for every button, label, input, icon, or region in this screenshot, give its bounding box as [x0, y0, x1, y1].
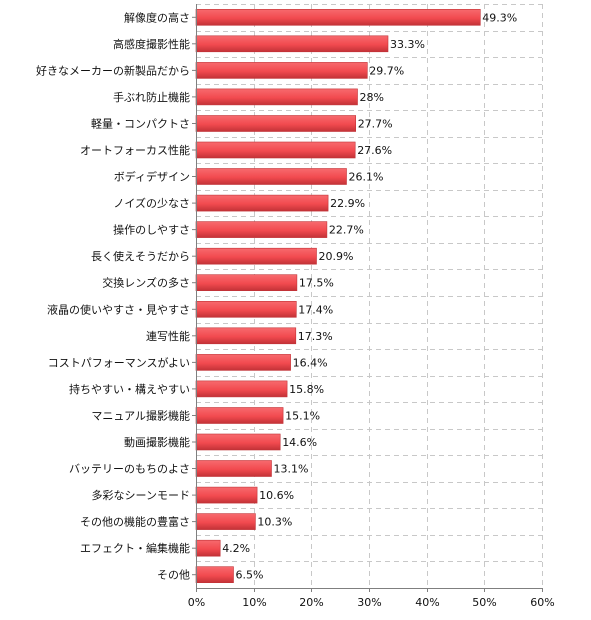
category-label: その他 — [157, 569, 190, 582]
x-tick-label: 10% — [242, 596, 266, 609]
value-label: 29.7% — [369, 64, 404, 77]
value-label: 22.7% — [329, 224, 364, 237]
value-label: 26.1% — [349, 171, 384, 184]
value-label: 17.5% — [299, 277, 334, 290]
value-label: 16.4% — [293, 356, 328, 369]
bar — [195, 300, 297, 318]
value-label: 27.7% — [358, 118, 393, 131]
value-label: 49.3% — [482, 11, 517, 24]
bars — [195, 9, 481, 584]
bar — [195, 539, 221, 557]
category-label: 多彩なシーンモード — [92, 488, 190, 502]
bar — [195, 35, 389, 53]
bar — [195, 486, 258, 504]
category-label: ノイズの少なさ — [113, 196, 190, 210]
category-label: 交換レンズの多さ — [102, 276, 190, 290]
value-label: 27.6% — [357, 144, 392, 157]
value-label: 20.9% — [319, 250, 354, 263]
x-tick-label: 60% — [530, 596, 554, 609]
value-labels: 49.3% 33.3% 29.7% 28% 27.7% 27.6% 26.1% 22.9% 22… — [222, 11, 517, 581]
value-label: 10.3% — [257, 516, 292, 529]
category-label: オートフォーカス性能 — [80, 143, 190, 157]
value-label: 4.2% — [222, 542, 250, 555]
bar — [195, 247, 317, 265]
category-labels: 解像度の高さ高感度撮影性能好きなメーカーの新製品だから手ぶれ防止機能軽量・コンパ… — [36, 10, 190, 581]
value-label: 15.1% — [285, 410, 320, 423]
bar — [195, 566, 234, 584]
bar — [195, 62, 368, 79]
category-label: 高感度撮影性能 — [113, 37, 190, 51]
value-label: 28% — [360, 91, 384, 104]
category-label: ボディデザイン — [114, 170, 190, 184]
value-label: 17.3% — [298, 330, 333, 343]
bar — [195, 380, 288, 398]
value-label: 33.3% — [390, 38, 425, 51]
value-label: 17.4% — [298, 303, 333, 316]
bar — [195, 274, 298, 292]
category-label: バッテリーのもちのよさ — [69, 463, 190, 476]
bar — [195, 513, 256, 530]
category-label: 好きなメーカーの新製品だから — [36, 63, 190, 77]
bar — [195, 88, 358, 106]
bar — [195, 168, 347, 185]
bar — [195, 141, 356, 159]
bar — [195, 407, 284, 424]
x-tick-label: 30% — [357, 596, 381, 609]
axes — [192, 4, 543, 592]
category-label: 連写性能 — [146, 329, 190, 343]
bar — [195, 115, 356, 132]
value-label: 13.1% — [274, 463, 309, 476]
value-label: 15.8% — [289, 383, 324, 396]
bar — [195, 9, 481, 26]
x-tick-label: 20% — [299, 596, 323, 609]
bar — [195, 221, 328, 238]
category-label: 操作のしやすさ — [113, 223, 190, 237]
category-label: その他の機能の豊富さ — [80, 515, 190, 529]
value-label: 6.5% — [236, 569, 264, 582]
bar — [195, 327, 297, 345]
bar — [195, 354, 291, 371]
value-label: 22.9% — [330, 197, 365, 210]
category-label: マニュアル撮影機能 — [91, 409, 190, 423]
category-label: 軽量・コンパクトさ — [91, 118, 190, 131]
category-label: 解像度の高さ — [124, 10, 190, 24]
x-tick-label: 50% — [472, 596, 496, 609]
bar — [195, 460, 272, 477]
category-label: 手ぶれ防止機能 — [113, 90, 190, 104]
x-tick-label: 0% — [188, 596, 205, 609]
value-label: 10.6% — [259, 489, 294, 502]
x-tick-labels: 0% 10% 20% 30% 40% 50% 60% — [188, 596, 555, 609]
x-tick-label: 40% — [415, 596, 439, 609]
category-label: コストパフォーマンスがよい — [48, 355, 190, 369]
value-label: 14.6% — [282, 436, 317, 449]
bar — [195, 194, 329, 212]
grid-lines — [196, 4, 543, 588]
category-label: 動画撮影機能 — [124, 435, 190, 449]
category-label: 持ちやすい・構えやすい — [69, 382, 190, 396]
category-label: 長く使えそうだから — [91, 250, 190, 263]
category-label: 液晶の使いやすさ・見やすさ — [47, 302, 190, 316]
category-label: エフェクト・編集機能 — [80, 541, 190, 555]
bar — [195, 433, 281, 451]
